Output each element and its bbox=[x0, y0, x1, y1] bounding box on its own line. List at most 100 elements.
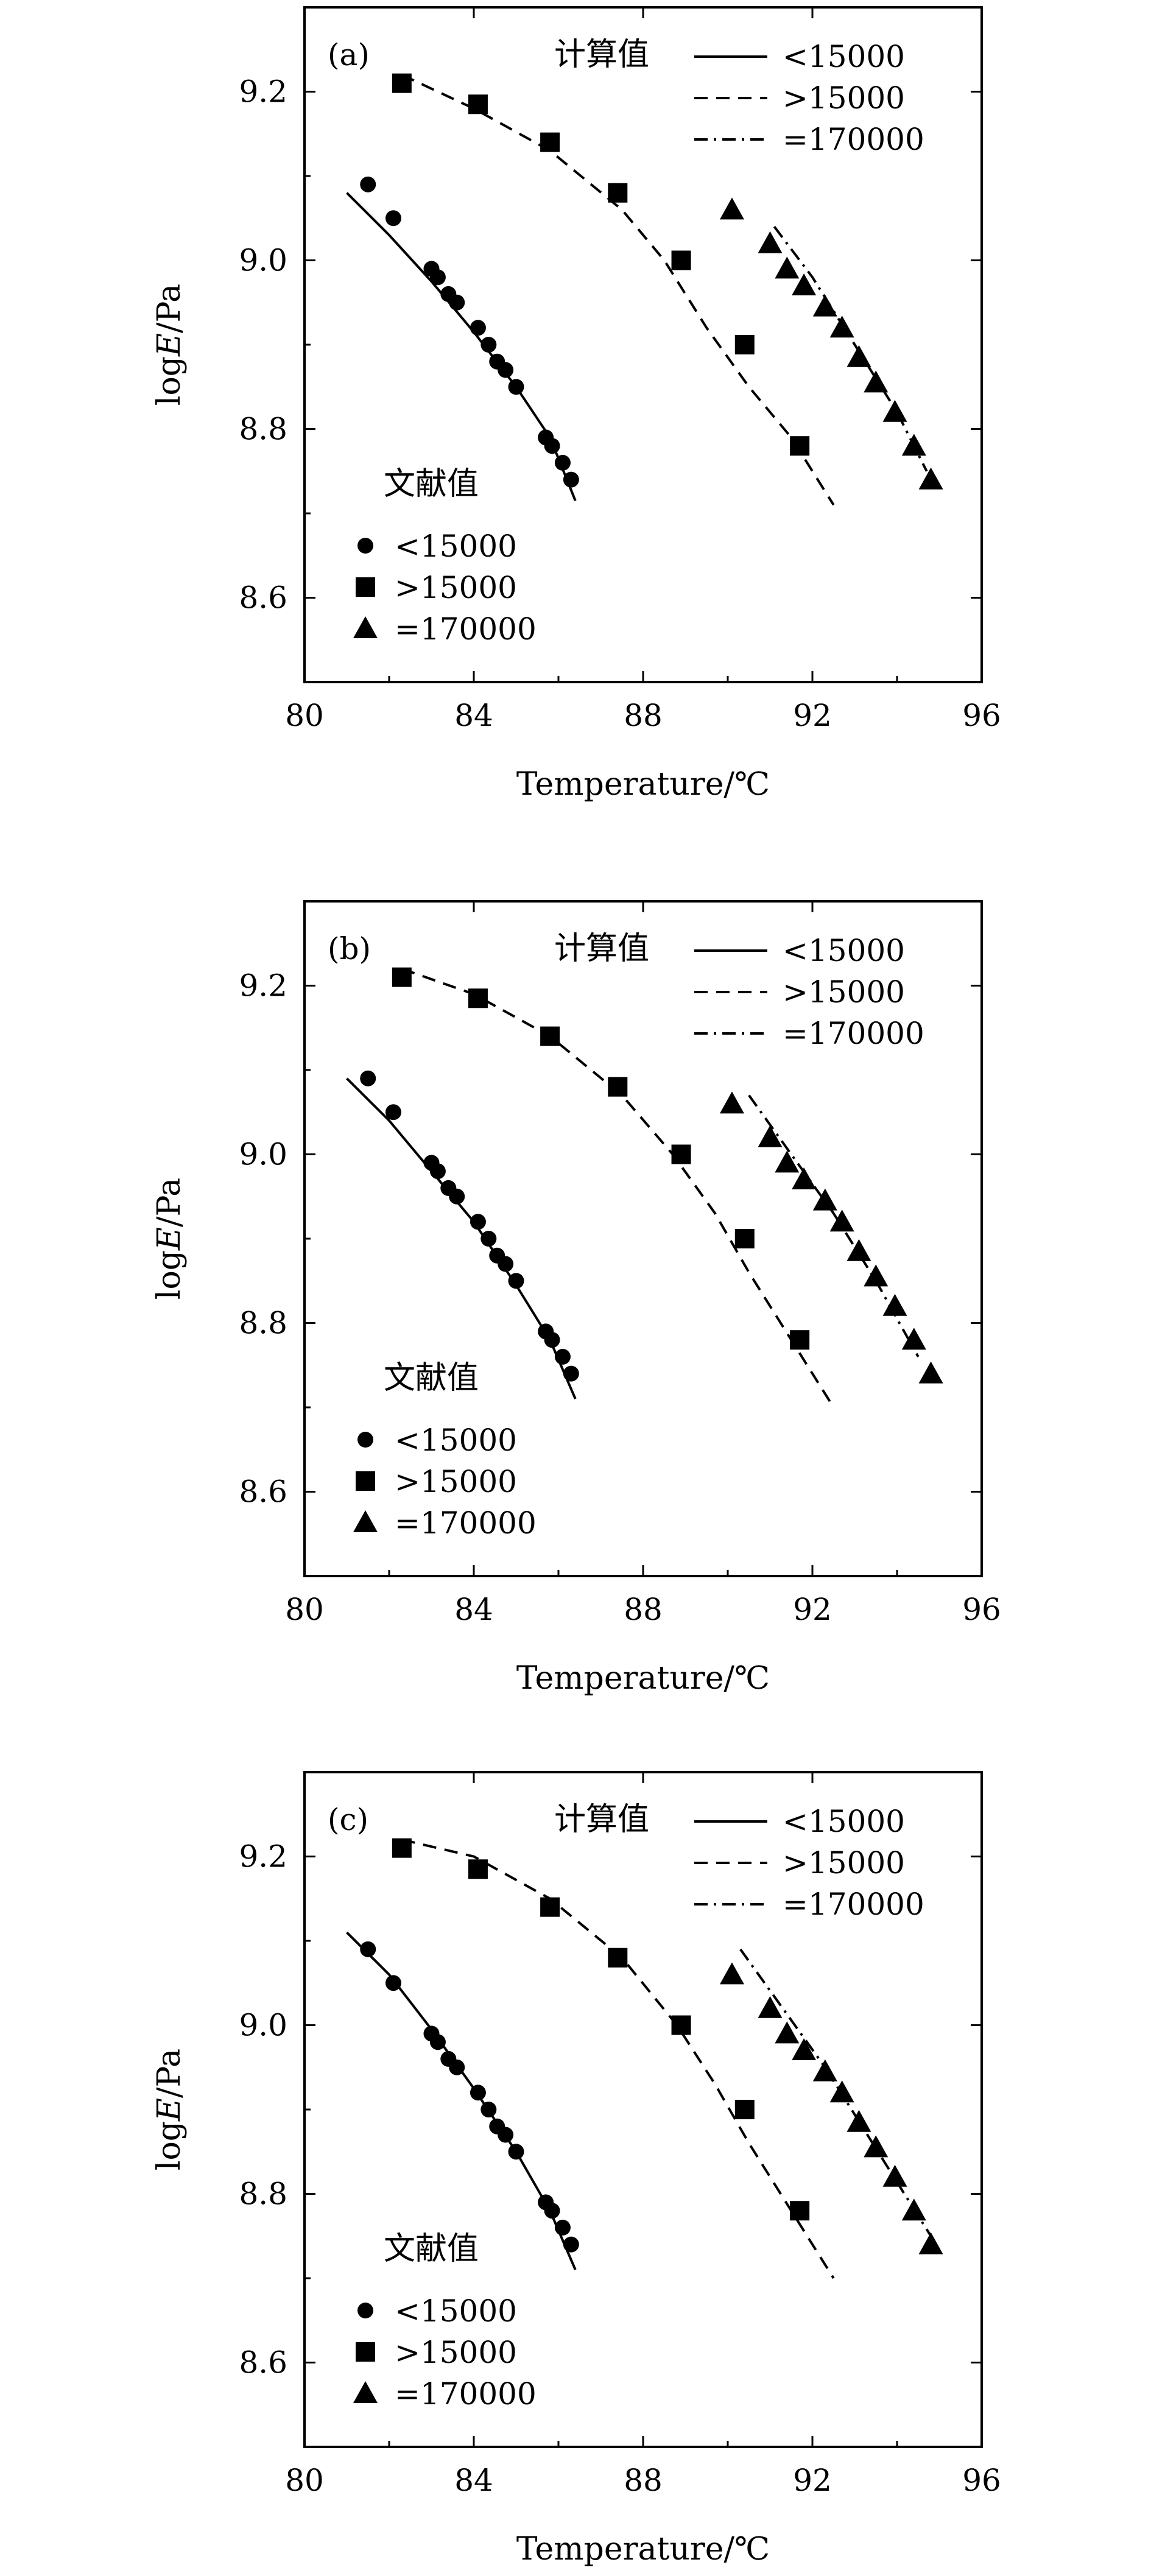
y-tick-label: 9.0 bbox=[239, 1137, 287, 1172]
data-point-triangle bbox=[719, 1962, 744, 1985]
x-tick-label: 92 bbox=[793, 1592, 832, 1627]
calc-curve-circle bbox=[346, 1931, 577, 2270]
data-point-triangle bbox=[882, 2164, 907, 2187]
x-axis-title: Temperature/℃ bbox=[516, 1660, 770, 1697]
y-tick-label: 9.2 bbox=[239, 1839, 287, 1874]
legend-lit-label: =170000 bbox=[395, 1505, 537, 1541]
chart-panel-b: 80 84 88 92 96 8.6 8.8 9.0 9.2 Temperature/℃ logE/… bbox=[151, 900, 1001, 1697]
x-axis-title: Temperature/℃ bbox=[516, 2531, 770, 2567]
data-point-circle bbox=[544, 1332, 560, 1348]
chart-panel-c: 80 84 88 92 96 8.6 8.8 9.0 9.2 Temperature/℃ logE/… bbox=[151, 1771, 1001, 2567]
data-point-triangle bbox=[792, 273, 817, 296]
x-tick-label: 92 bbox=[793, 698, 832, 733]
legend-lit-label: >15000 bbox=[395, 2335, 517, 2370]
x-tick-label: 88 bbox=[624, 698, 663, 733]
x-tick-label: 92 bbox=[793, 2463, 832, 2498]
data-point-circle bbox=[470, 320, 486, 336]
calc-curve-square bbox=[401, 73, 835, 506]
legend-lit-label: =170000 bbox=[395, 2376, 537, 2412]
data-point-triangle bbox=[901, 2198, 926, 2221]
data-point-triangle bbox=[758, 1996, 783, 2018]
legend-lit-title: 文献值 bbox=[384, 1360, 479, 1396]
data-point-triangle bbox=[792, 1167, 817, 1190]
legend-marker-square bbox=[356, 1471, 375, 1491]
data-point-triangle bbox=[847, 2110, 871, 2132]
y-tick-label: 9.2 bbox=[239, 74, 287, 110]
data-point-triangle bbox=[882, 399, 907, 422]
legend-lit-label: <15000 bbox=[395, 2293, 517, 2329]
data-point-square bbox=[790, 1330, 810, 1350]
data-point-triangle bbox=[775, 256, 800, 279]
data-point-square bbox=[734, 335, 755, 354]
data-point-circle bbox=[554, 2219, 571, 2236]
panel-label: (a) bbox=[328, 37, 370, 72]
data-point-square bbox=[790, 2201, 810, 2221]
legend-lit-title: 文献值 bbox=[384, 2231, 479, 2267]
data-point-triangle bbox=[829, 315, 854, 338]
data-point-triangle bbox=[758, 1125, 783, 1147]
data-point-circle bbox=[508, 1273, 524, 1289]
data-point-triangle bbox=[812, 294, 837, 317]
data-point-triangle bbox=[775, 1150, 800, 1173]
calc-curve-square bbox=[401, 1838, 835, 2279]
data-point-triangle bbox=[918, 1361, 943, 1384]
data-point-square bbox=[671, 250, 691, 270]
data-point-triangle bbox=[829, 2080, 854, 2103]
x-axis-title: Temperature/℃ bbox=[516, 766, 770, 803]
y-tick-label: 9.0 bbox=[239, 2008, 287, 2043]
data-point-square bbox=[468, 1859, 488, 1879]
legend-lit-label: >15000 bbox=[395, 570, 517, 605]
x-tick-label: 80 bbox=[285, 2463, 324, 2498]
y-tick-label: 8.6 bbox=[239, 580, 287, 616]
data-point-circle bbox=[385, 1975, 401, 1991]
data-point-circle bbox=[544, 438, 560, 454]
panel-label: (b) bbox=[328, 931, 371, 966]
calc-curve-square bbox=[401, 967, 835, 1409]
data-point-triangle bbox=[864, 1264, 889, 1287]
legend-marker-triangle bbox=[353, 2381, 378, 2403]
data-point-square bbox=[468, 988, 488, 1008]
legend-marker-square bbox=[356, 2342, 375, 2362]
data-point-square bbox=[790, 436, 810, 456]
legend-marker-triangle bbox=[353, 1510, 378, 1532]
legend-lit-title: 文献值 bbox=[384, 466, 479, 502]
data-point-circle bbox=[429, 2034, 446, 2050]
legend-calc-label: =170000 bbox=[783, 1016, 924, 1051]
data-point-square bbox=[734, 1229, 755, 1248]
legend-calc-label: =170000 bbox=[783, 122, 924, 157]
data-point-circle bbox=[554, 454, 571, 471]
x-tick-label: 84 bbox=[454, 1592, 493, 1627]
x-tick-label: 88 bbox=[624, 1592, 663, 1627]
data-point-circle bbox=[498, 2127, 514, 2143]
data-point-triangle bbox=[719, 197, 744, 220]
data-point-triangle bbox=[901, 434, 926, 456]
legend-calc-title: 计算值 bbox=[554, 1801, 649, 1838]
y-axis-title: logE/Pa bbox=[151, 2049, 188, 2170]
data-point-circle bbox=[449, 2059, 465, 2075]
y-tick-label: 9.2 bbox=[239, 968, 287, 1004]
legend-calc-label: =170000 bbox=[783, 1887, 924, 1922]
legend-marker-triangle bbox=[353, 616, 378, 638]
data-point-circle bbox=[563, 2236, 579, 2253]
data-point-triangle bbox=[812, 2059, 837, 2082]
x-tick-label: 84 bbox=[454, 2463, 493, 2498]
data-point-circle bbox=[429, 269, 446, 286]
legend-lit-label: >15000 bbox=[395, 1464, 517, 1499]
data-point-triangle bbox=[758, 231, 783, 253]
panel-label: (c) bbox=[328, 1802, 368, 1837]
data-point-square bbox=[392, 967, 412, 987]
y-axis-title: logE/Pa bbox=[151, 1178, 188, 1300]
data-point-square bbox=[671, 2015, 691, 2035]
data-point-circle bbox=[508, 2144, 524, 2160]
data-point-circle bbox=[470, 1214, 486, 1230]
data-point-triangle bbox=[847, 1239, 871, 1261]
x-tick-label: 84 bbox=[454, 698, 493, 733]
data-point-square bbox=[392, 1838, 412, 1858]
data-point-square bbox=[671, 1144, 691, 1164]
data-point-triangle bbox=[847, 345, 871, 367]
legend-calc-label: >15000 bbox=[783, 974, 905, 1010]
data-point-triangle bbox=[792, 2038, 817, 2061]
legend-calc-label: <15000 bbox=[783, 933, 905, 968]
data-point-circle bbox=[480, 2102, 497, 2117]
legend-marker-circle bbox=[357, 1432, 373, 1448]
